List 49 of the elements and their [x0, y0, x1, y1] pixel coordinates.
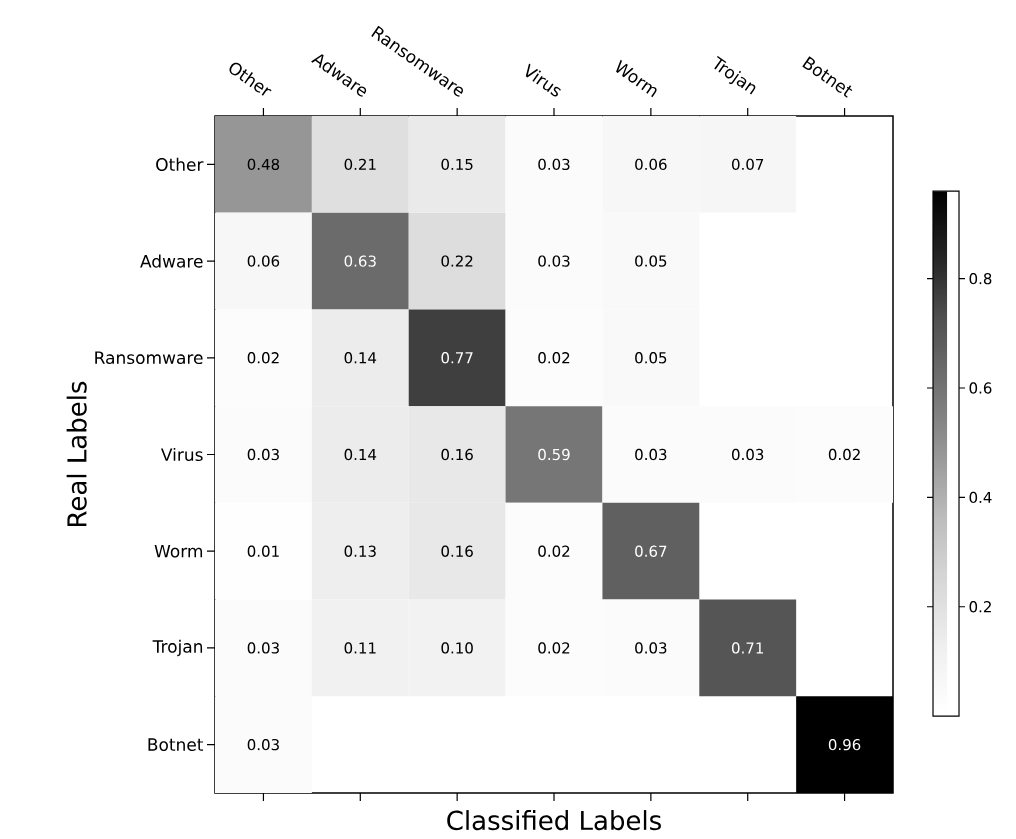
- data-label: 0.05: [635, 352, 667, 364]
- y-tick-label: Adware: [140, 254, 203, 268]
- data-label: 0.14: [344, 352, 377, 364]
- y-tick-label: Worm: [154, 544, 203, 558]
- data-label: 0.05: [635, 255, 667, 267]
- data-label: 0.02: [538, 642, 570, 654]
- data-label: 0.22: [441, 255, 473, 267]
- data-label: 0.71: [732, 642, 764, 654]
- y-tick-label: Other: [156, 157, 204, 171]
- data-label: 0.15: [441, 158, 473, 171]
- data-label: 0.02: [247, 352, 279, 364]
- color-bar-label: 0.8: [969, 272, 992, 285]
- y-tick-label: Ransomware: [95, 351, 203, 365]
- data-label: 0.03: [247, 738, 279, 751]
- data-label: 0.48: [247, 158, 280, 171]
- y-tick-label: Virus: [161, 447, 203, 462]
- data-label: 0.03: [247, 448, 279, 461]
- data-label: 0.16: [441, 545, 473, 557]
- y-tick-label: Trojan: [152, 639, 203, 657]
- data-label: 0.77: [441, 352, 473, 364]
- data-label: 0.03: [635, 448, 667, 461]
- data-label: 0.02: [538, 352, 570, 364]
- data-label: 0.02: [828, 448, 860, 461]
- data-label: 0.03: [732, 448, 764, 461]
- data-label: 0.59: [538, 448, 570, 461]
- data-label: 0.06: [635, 158, 667, 171]
- y-tick-label: Botnet: [148, 738, 204, 751]
- data-label: 0.03: [538, 158, 570, 171]
- data-label: 0.96: [828, 738, 861, 751]
- data-label: 0.67: [635, 545, 667, 557]
- data-label: 0.01: [247, 545, 279, 557]
- data-label: 0.02: [538, 545, 570, 557]
- data-label: 0.03: [635, 642, 667, 654]
- data-label: 0.03: [538, 255, 570, 267]
- data-label: 0.10: [441, 642, 473, 654]
- data-label: 0.14: [344, 448, 377, 461]
- data-label: 0.06: [247, 255, 280, 267]
- data-label: 0.16: [441, 448, 473, 461]
- data-label: 0.21: [344, 158, 376, 171]
- y-axis-title: Real Labels: [66, 381, 87, 526]
- color-bar-label: 0.4: [969, 491, 992, 504]
- data-label: 0.03: [247, 642, 279, 654]
- color-bar-label: 0.2: [969, 601, 991, 613]
- data-label: 0.13: [344, 545, 376, 557]
- color-bar-label: 0.6: [969, 382, 992, 394]
- data-label: 0.11: [344, 642, 376, 654]
- x-axis-title: Classified Labels: [447, 810, 661, 831]
- data-label: 0.07: [732, 158, 764, 171]
- data-label: 0.63: [344, 255, 376, 267]
